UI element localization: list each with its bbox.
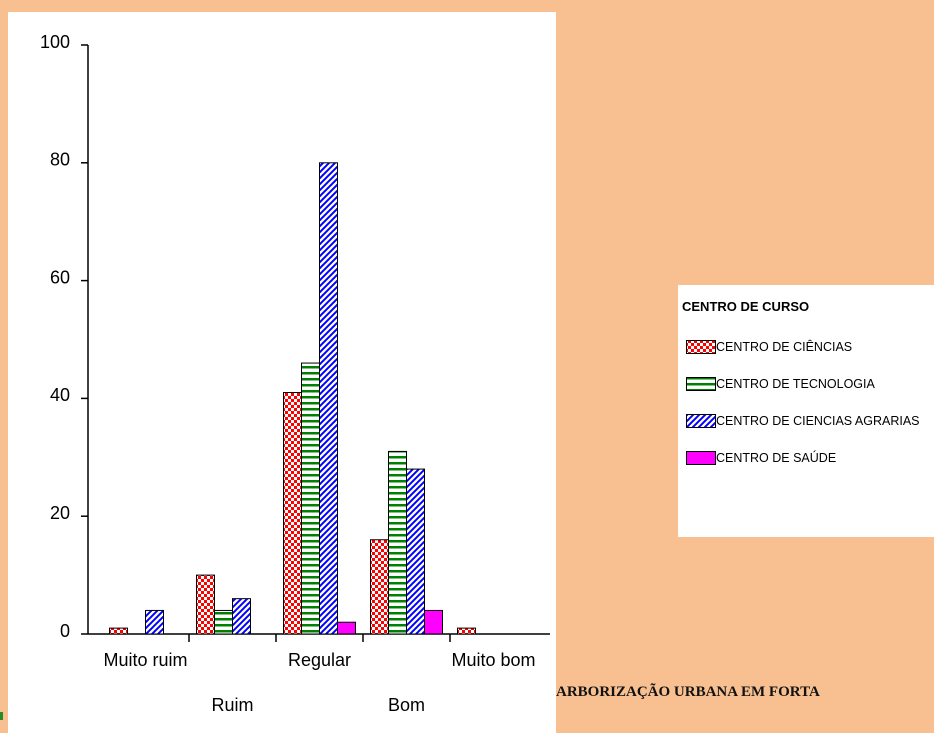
legend-title: CENTRO DE CURSO	[682, 299, 810, 314]
x-tick-label: Muito ruim	[103, 650, 187, 670]
bar	[301, 362, 320, 635]
bar	[319, 162, 338, 635]
bar	[214, 609, 233, 635]
x-tick-label: Muito bom	[451, 650, 535, 670]
y-tick-label: 20	[50, 503, 70, 523]
y-tick-label: 80	[50, 150, 70, 170]
legend-label: CENTRO DE CIÊNCIAS	[716, 340, 853, 354]
bar	[406, 468, 425, 635]
legend-label: CENTRO DE TECNOLOGIA	[716, 377, 875, 391]
legend-swatch	[686, 414, 716, 428]
legend-item: CENTRO DE CIENCIAS AGRARIAS	[682, 410, 934, 433]
legend: CENTRO DE CURSO CENTRO DE CIÊNCIAS CENTRO…	[678, 285, 934, 537]
plot-background	[8, 12, 556, 733]
x-tick-label: Ruim	[211, 695, 253, 715]
bar	[457, 627, 476, 635]
y-tick-label: 100	[40, 32, 70, 52]
bar	[145, 609, 164, 635]
legend-swatch	[686, 377, 716, 391]
legend-item: CENTRO DE CIÊNCIAS	[682, 336, 934, 359]
bar	[283, 392, 302, 635]
bar	[337, 621, 356, 635]
bar	[109, 627, 128, 635]
decoration	[0, 712, 3, 720]
y-tick-label: 40	[50, 385, 70, 405]
bar	[424, 609, 443, 635]
legend-swatch	[686, 340, 716, 354]
legend-label: CENTRO DE SAÚDE	[716, 451, 837, 465]
bar	[370, 539, 389, 635]
legend-label: CENTRO DE CIENCIAS AGRARIAS	[716, 414, 920, 428]
x-tick-label: Regular	[288, 650, 351, 670]
y-tick-label: 0	[60, 621, 70, 641]
x-tick-label: Bom	[388, 695, 425, 715]
bar	[232, 598, 251, 635]
footer-text: ARBORIZAÇÃO URBANA EM FORTA	[556, 684, 820, 700]
legend-item: CENTRO DE SAÚDE	[682, 447, 934, 470]
legend-swatch	[686, 451, 716, 465]
bar	[196, 574, 215, 635]
bar	[388, 450, 407, 635]
y-tick-label: 60	[50, 267, 70, 287]
legend-item: CENTRO DE TECNOLOGIA	[682, 373, 934, 396]
